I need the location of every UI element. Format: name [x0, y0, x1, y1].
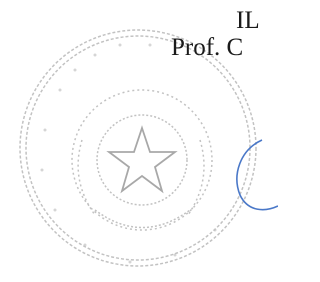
- heading-line: IL: [236, 8, 260, 33]
- signature: [237, 140, 278, 210]
- document-page: IL Prof. C: [0, 0, 278, 282]
- name-line: Prof. C: [171, 35, 243, 60]
